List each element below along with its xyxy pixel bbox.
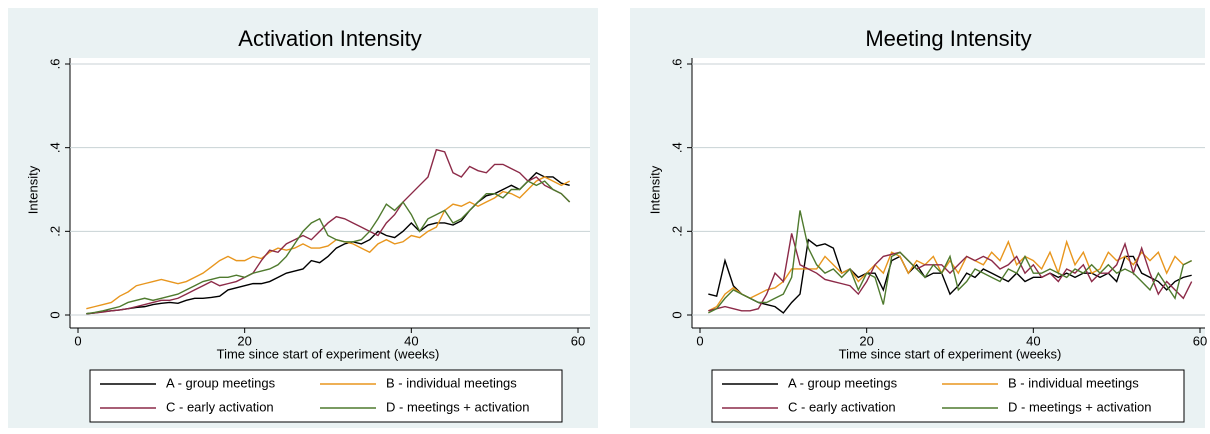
series-line [86,148,571,315]
plot-area [70,58,590,328]
y-tick-label: .2 [47,226,62,237]
series-line [708,238,1192,314]
x-tick-label: 40 [404,333,418,348]
legend-label: B - individual meetings [1008,375,1139,390]
plot-area [692,58,1205,328]
x-tick-label: 0 [696,333,703,348]
panel: Meeting Intensity Intensity Time since sta… [630,8,1207,428]
panel: Activation Intensity Intensity Time since … [8,8,598,428]
series-line [708,210,1192,314]
legend-label: A - group meetings [788,375,898,390]
legend-label: A - group meetings [166,375,276,390]
y-tick-label: .6 [669,59,684,70]
series-line [708,239,1192,312]
legend-label: D - meetings + activation [386,399,529,414]
x-tick-label: 60 [1193,333,1207,348]
x-tick-label: 0 [74,333,81,348]
x-tick-label: 20 [237,333,251,348]
y-tick-label: 0 [47,311,62,318]
series-line [86,171,570,315]
y-tick-label: .4 [669,142,684,153]
legend-box [89,369,563,423]
legend-label: C - early activation [166,399,274,414]
y-tick-label: .6 [47,59,62,70]
y-tick-label: .2 [669,226,684,237]
legend-label: B - individual meetings [386,375,517,390]
x-tick-label: 40 [1026,333,1040,348]
y-tick-label: 0 [669,311,684,318]
y-axis-label: Intensity [25,165,40,214]
x-axis-label: Time since start of experiment (weeks) [217,346,440,361]
legend-box [711,369,1185,423]
x-tick-label: 60 [571,333,585,348]
x-axis-label: Time since start of experiment (weeks) [839,346,1062,361]
series-line [708,233,1193,312]
x-tick-label: 20 [859,333,873,348]
series-line [86,180,571,315]
series-line [86,176,570,310]
y-tick-label: .4 [47,142,62,153]
legend-label: C - early activation [788,399,896,414]
legend-label: D - meetings + activation [1008,399,1151,414]
chart-title: Meeting Intensity [865,26,1031,51]
y-axis-label: Intensity [647,165,662,214]
chart-title: Activation Intensity [238,26,421,51]
